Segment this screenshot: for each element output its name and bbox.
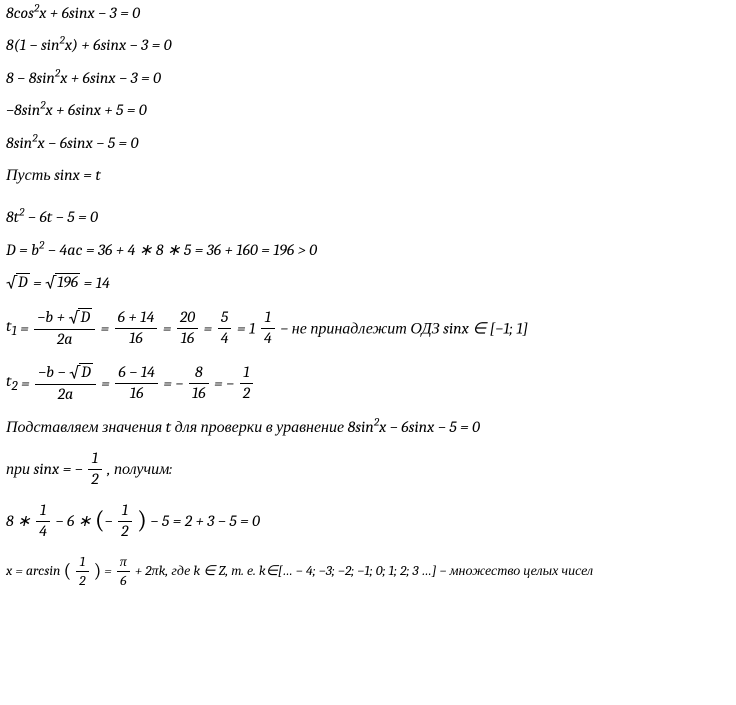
- check-intro: Подставляем значения t для проверки в ур…: [6, 418, 736, 436]
- check-compute: 8 ∗ 14 − 6 ∗ (− 12 ) − 5 = 2 + 3 − 5 = 0: [6, 502, 736, 540]
- check-at: при sinx = − 12 , получим:: [6, 450, 736, 488]
- root-t1: t1 = −b + D 2a = 6 + 1416 = 2016 = 54 = …: [6, 308, 736, 349]
- answer: x = arcsin ( 12 ) = π6 + 2πk, где k ∈ Z,…: [6, 554, 736, 588]
- root-t2: t2 = −b − D 2a = 6 − 1416 = − 816 = − 12: [6, 363, 736, 404]
- eq-line-1: 8cos2x + 6sinx − 3 = 0: [6, 4, 736, 22]
- eq-line-3: 8 − 8sin2x + 6sinx − 3 = 0: [6, 69, 736, 87]
- discriminant: D = b2 − 4ac = 36 + 4 ∗ 8 ∗ 5 = 36 + 160…: [6, 241, 736, 259]
- sqrt-d: D = 196 = 14: [6, 273, 736, 293]
- eq-line-4: −8sin2x + 6sinx + 5 = 0: [6, 101, 736, 119]
- eq-line-5: 8sin2x − 6sinx − 5 = 0: [6, 134, 736, 152]
- eq-line-2: 8(1 − sin2x) + 6sinx − 3 = 0: [6, 36, 736, 54]
- substitution: Пусть sinx = t: [6, 166, 736, 184]
- quadratic: 8t2 − 6t − 5 = 0: [6, 208, 736, 226]
